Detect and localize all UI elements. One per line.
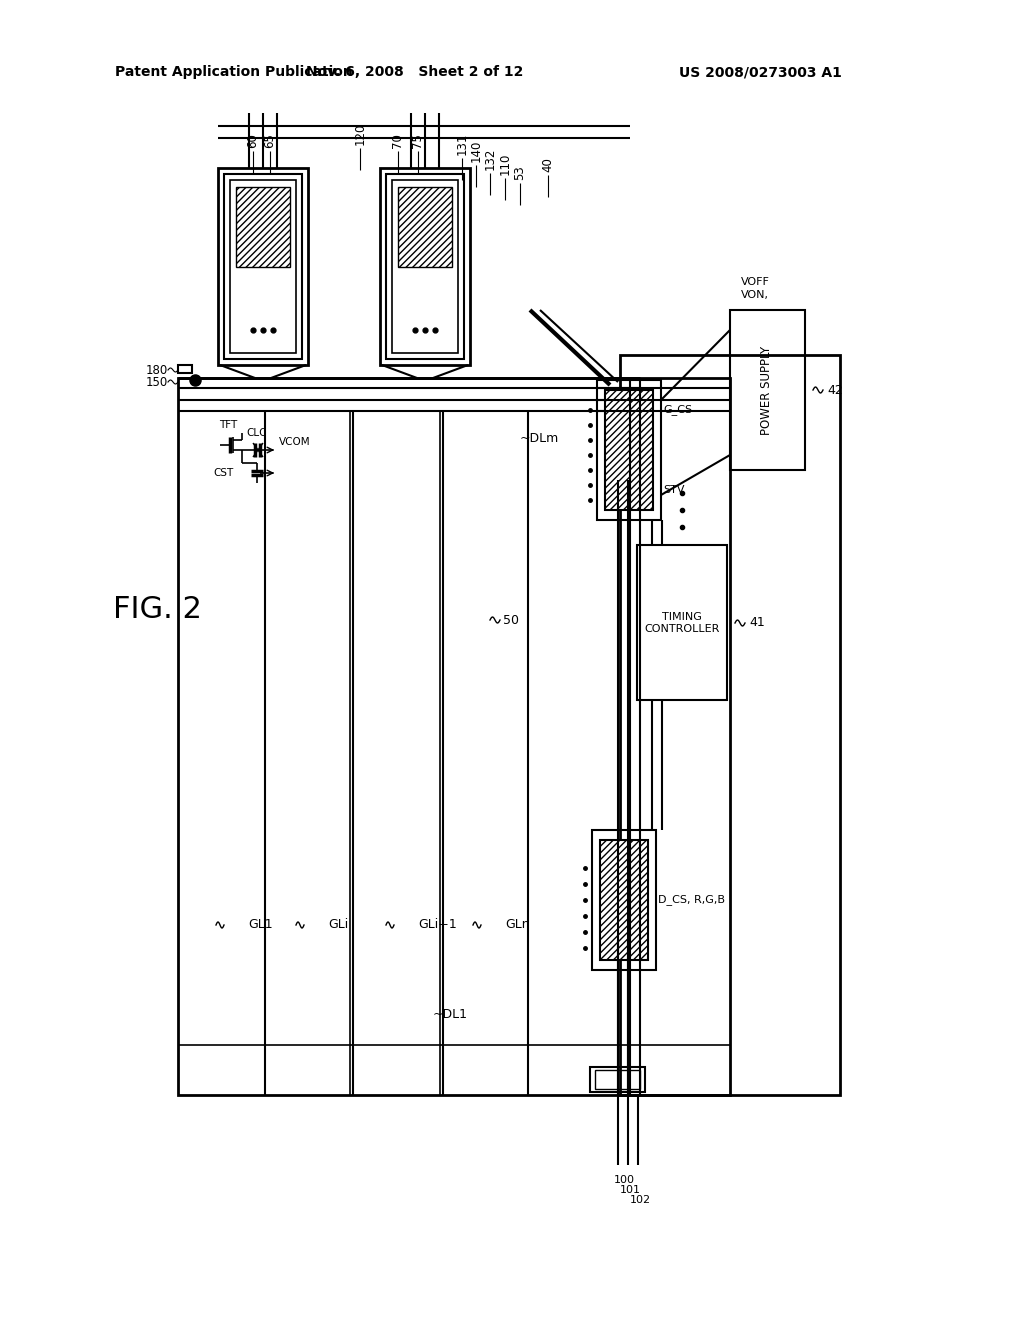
Text: 53: 53 [513, 165, 526, 180]
Text: VON,: VON, [741, 290, 769, 300]
Bar [236, 187, 290, 267]
Bar [380, 168, 470, 366]
Text: 140: 140 [469, 140, 482, 162]
Text: 131: 131 [456, 132, 469, 154]
Text: 65: 65 [263, 133, 276, 148]
Text: 50: 50 [503, 614, 519, 627]
Text: STV: STV [663, 484, 684, 495]
Text: GLi+1: GLi+1 [418, 919, 457, 932]
Polygon shape [382, 366, 468, 378]
Bar [590, 1067, 645, 1092]
Bar [398, 187, 452, 267]
Bar [218, 168, 308, 366]
Bar [592, 830, 656, 970]
Bar [392, 180, 458, 352]
Text: D_CS, R,G,B: D_CS, R,G,B [658, 895, 725, 906]
Polygon shape [220, 366, 306, 378]
Text: GLi: GLi [328, 919, 348, 932]
Bar [595, 1071, 640, 1089]
Bar [386, 174, 464, 359]
Text: POWER SUPPLY: POWER SUPPLY [761, 346, 773, 434]
Text: GLn: GLn [505, 919, 529, 932]
Bar [605, 389, 653, 510]
Text: 101: 101 [620, 1185, 641, 1195]
Text: FIG. 2: FIG. 2 [113, 595, 202, 624]
Bar [597, 380, 662, 520]
Bar [730, 310, 805, 470]
Text: GL1: GL1 [248, 919, 272, 932]
Text: 150: 150 [145, 375, 168, 388]
Text: 41: 41 [749, 616, 765, 630]
Bar [178, 378, 730, 1096]
Text: 70: 70 [391, 133, 404, 148]
Text: CST: CST [214, 469, 234, 478]
Text: 132: 132 [483, 148, 497, 170]
Text: 40: 40 [542, 157, 555, 172]
Bar [224, 174, 302, 359]
Bar [178, 366, 193, 374]
Text: Patent Application Publication: Patent Application Publication [115, 65, 352, 79]
Text: ~DL1: ~DL1 [433, 1008, 468, 1022]
Text: 180: 180 [145, 363, 168, 376]
Text: VCOM: VCOM [279, 437, 310, 447]
Bar [620, 355, 840, 1096]
Text: 100: 100 [614, 1175, 635, 1185]
Text: VOFF: VOFF [740, 277, 769, 286]
Text: TFT: TFT [219, 420, 238, 430]
Text: TIMING
CONTROLLER: TIMING CONTROLLER [644, 612, 720, 634]
Text: 42: 42 [827, 384, 843, 396]
Text: G_CS: G_CS [663, 404, 692, 416]
Text: 102: 102 [630, 1195, 651, 1205]
Bar [230, 180, 296, 352]
Text: 110: 110 [499, 153, 512, 176]
Bar [600, 840, 648, 960]
Text: 60: 60 [247, 133, 259, 148]
Text: US 2008/0273003 A1: US 2008/0273003 A1 [679, 65, 842, 79]
Text: ~DLm: ~DLm [520, 432, 559, 445]
Bar [637, 545, 727, 700]
Text: CLC: CLC [247, 428, 267, 438]
Text: Nov. 6, 2008   Sheet 2 of 12: Nov. 6, 2008 Sheet 2 of 12 [306, 65, 523, 79]
Text: 120: 120 [353, 123, 367, 145]
Text: 75: 75 [412, 133, 425, 148]
